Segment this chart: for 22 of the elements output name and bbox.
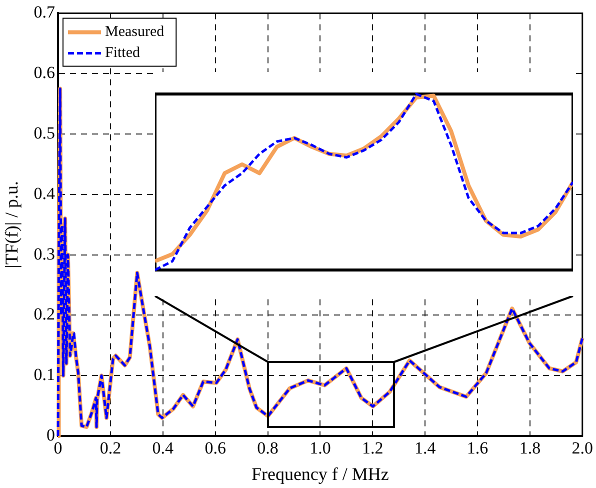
x-tick-label: 0.4	[152, 438, 174, 458]
y-tick-label: 0.7	[34, 2, 56, 22]
y-tick-label: 0.1	[34, 365, 55, 384]
x-tick-label: 0.8	[257, 438, 278, 458]
x-tick-label: 1.0	[310, 438, 331, 458]
y-tick-label: 0.6	[34, 63, 55, 82]
y-axis-title: |TF(f)| / p.u.	[2, 181, 22, 268]
y-tick-label: 0.3	[34, 244, 55, 264]
y-tick-label: 0.5	[34, 123, 55, 142]
legend-label: Fitted	[105, 45, 140, 62]
x-tick-label: 1.4	[414, 438, 436, 458]
y-tick-label: 0.2	[34, 304, 55, 324]
x-tick-label: 2.0	[572, 438, 593, 458]
y-tick-label: 0.4	[34, 184, 56, 203]
x-axis-title: Frequency f / MHz	[251, 464, 389, 484]
legend-label: Measured	[105, 24, 165, 40]
x-tick-label: 1.6	[466, 438, 488, 458]
x-tick-label: 1.8	[519, 438, 541, 458]
x-tick-label: 0.2	[100, 438, 122, 458]
y-tick-label: 0	[46, 425, 55, 444]
x-tick-label: 0.6	[204, 438, 226, 458]
x-tick-label: 1.2	[362, 438, 384, 458]
